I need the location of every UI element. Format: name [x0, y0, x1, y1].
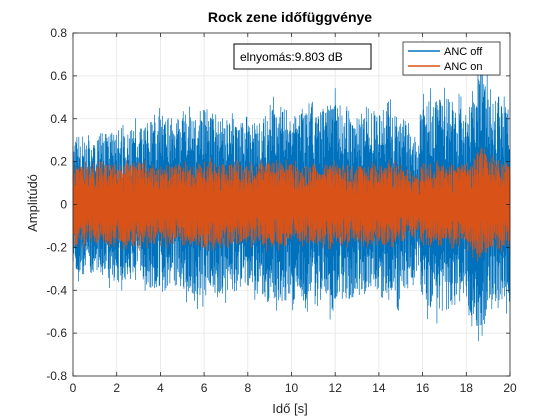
x-tick-label: 4: [157, 381, 164, 395]
y-tick-label: 0.4: [50, 112, 67, 126]
x-tick-label: 2: [113, 381, 120, 395]
x-tick-label: 0: [70, 381, 77, 395]
x-tick-label: 12: [329, 381, 343, 395]
y-tick-label: 0.2: [50, 155, 67, 169]
y-tick-label: -0.4: [46, 283, 67, 297]
y-tick-label: -0.2: [46, 240, 67, 254]
x-axis-label: Idő [s]: [272, 401, 307, 416]
y-tick-label: 0.6: [50, 69, 67, 83]
annotation-text: elnyomás:9.803 dB: [240, 50, 343, 64]
y-tick-label: -0.6: [46, 326, 67, 340]
chart-title: Rock zene időfüggvénye: [208, 9, 372, 25]
y-tick-label: 0.8: [50, 26, 67, 40]
tick-labels: 0 2 4 6 8 10 12 14 16 18 20 -0.8 -0.6 -0.4 -0.2 0 0.2 0.4…: [46, 26, 517, 395]
series-anc-off: [72, 52, 511, 342]
legend-label-anc-on: ANC on: [444, 61, 483, 73]
series-layer: [72, 52, 511, 342]
x-tick-label: 14: [372, 381, 386, 395]
legend-label-anc-off: ANC off: [444, 46, 483, 58]
annotation-box: elnyomás:9.803 dB: [233, 43, 372, 70]
ticks: [72, 32, 511, 377]
series-anc-on: [72, 147, 511, 262]
x-tick-label: 18: [460, 381, 474, 395]
x-tick-label: 10: [285, 381, 299, 395]
x-tick-label: 20: [503, 381, 517, 395]
y-tick-label: -0.8: [46, 369, 67, 383]
y-axis-label: Amplitúdó: [25, 174, 40, 232]
legend-frame: [402, 41, 501, 76]
x-tick-label: 8: [244, 381, 251, 395]
legend[interactable]: ANC off ANC on: [402, 41, 501, 76]
y-tick-label: 0: [60, 198, 67, 212]
x-tick-label: 16: [416, 381, 430, 395]
annotation-frame: [233, 43, 372, 70]
x-tick-label: 6: [201, 381, 208, 395]
